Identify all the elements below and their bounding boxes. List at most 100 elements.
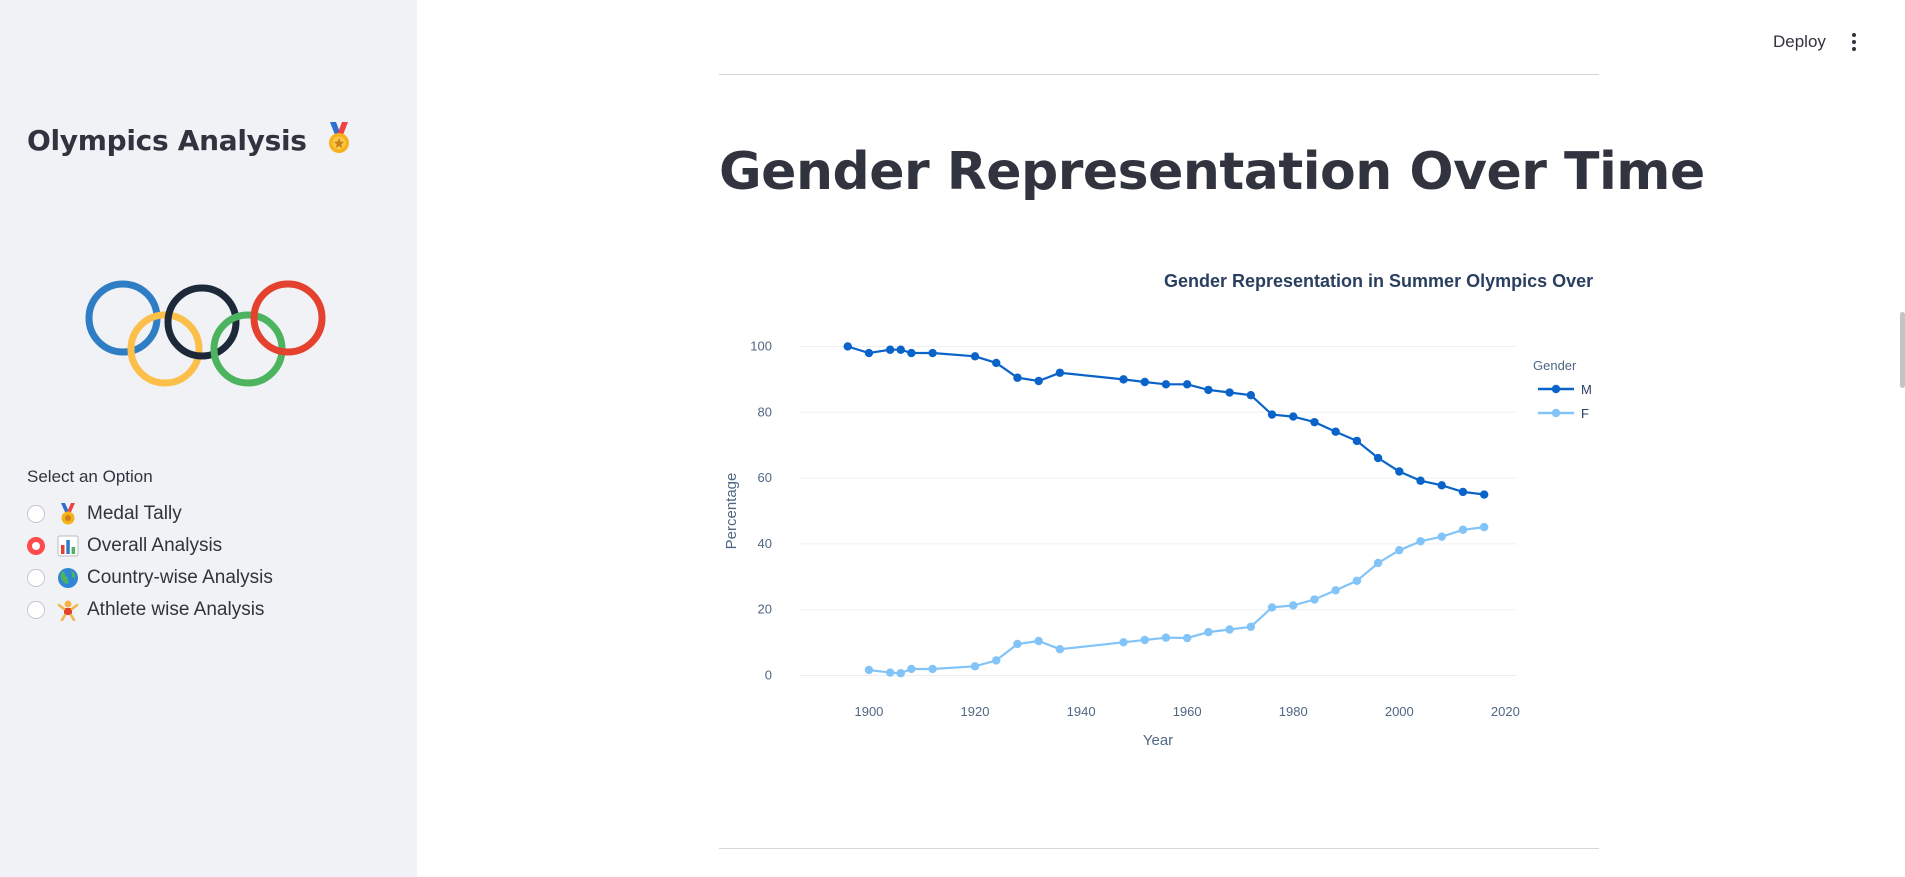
- data-point-M: [1267, 410, 1277, 419]
- scrollbar-thumb[interactable]: [1900, 312, 1905, 388]
- data-point-F: [1267, 603, 1277, 612]
- data-point-M: [1479, 490, 1489, 499]
- data-point-F: [1225, 625, 1234, 634]
- x-tick-label: 2000: [1385, 704, 1414, 719]
- x-tick-label: 2020: [1491, 704, 1520, 719]
- data-point-M: [1119, 375, 1128, 384]
- x-tick-label: 1980: [1279, 704, 1308, 719]
- data-point-F: [1140, 635, 1149, 645]
- data-point-F: [992, 656, 1001, 665]
- y-tick-label: 100: [750, 338, 772, 353]
- chart-svg: Gender Representation in Summer Olympics…: [723, 271, 1593, 749]
- data-point-F: [1161, 633, 1171, 642]
- y-tick-label: 20: [758, 602, 772, 617]
- data-point-F: [885, 668, 895, 677]
- data-point-M: [970, 352, 980, 361]
- divider-bottom: [719, 848, 1599, 849]
- data-point-F: [907, 664, 916, 674]
- y-tick-label: 0: [765, 668, 772, 683]
- data-point-M: [1395, 467, 1404, 476]
- medal-icon: [329, 122, 350, 153]
- x-tick-label: 1960: [1173, 704, 1202, 719]
- page-title: Gender Representation Over Time: [719, 142, 1705, 202]
- data-point-F: [970, 662, 980, 671]
- legend-marker-M: [1551, 384, 1561, 394]
- divider-top: [719, 74, 1599, 75]
- data-point-M: [928, 348, 937, 358]
- data-point-F: [1204, 627, 1213, 637]
- radio-option-medal-tally[interactable]: Medal Tally: [27, 498, 273, 530]
- data-point-F: [1416, 537, 1425, 546]
- data-point-F: [1395, 545, 1404, 555]
- data-point-F: [1352, 576, 1362, 585]
- data-point-F: [896, 669, 905, 678]
- data-point-M: [1182, 380, 1192, 389]
- medal-icon: [61, 503, 75, 525]
- data-point-F: [1013, 639, 1022, 649]
- series-line-F: [868, 526, 1485, 675]
- app-title: Olympics Analysis: [27, 122, 352, 157]
- data-point-M: [1373, 453, 1383, 463]
- data-point-M: [1055, 368, 1065, 377]
- data-point-F: [1246, 622, 1256, 632]
- data-point-F: [1437, 532, 1446, 541]
- ring-red: [250, 280, 326, 356]
- radio-option-athlete-wise-analysis[interactable]: Athlete wise Analysis: [27, 594, 273, 626]
- radio-circle-selected[interactable]: [27, 537, 45, 555]
- y-tick-label: 60: [758, 470, 772, 485]
- data-point-M: [1310, 417, 1319, 427]
- y-tick-label: 80: [758, 404, 772, 419]
- bar-chart-icon: [57, 535, 79, 557]
- data-point-F: [1119, 638, 1128, 647]
- radio-option-country-wise-analysis[interactable]: Country-wise Analysis: [27, 562, 273, 594]
- data-point-M: [1331, 427, 1340, 436]
- chart-title: Gender Representation in Summer Olympics…: [1164, 271, 1593, 291]
- data-point-M: [864, 348, 874, 358]
- data-point-M: [992, 358, 1001, 368]
- data-point-F: [1331, 586, 1340, 595]
- x-tick-label: 1920: [961, 704, 990, 719]
- data-point-F: [864, 665, 874, 675]
- ring-yellow: [127, 311, 203, 387]
- series-line-M: [847, 345, 1485, 496]
- deploy-button[interactable]: Deploy: [1773, 32, 1826, 51]
- radio-option-label: Overall Analysis: [87, 535, 223, 556]
- data-point-M: [843, 342, 852, 351]
- radio-option-label: Country-wise Analysis: [87, 567, 273, 588]
- radio-circle[interactable]: [27, 505, 45, 523]
- data-point-F: [1289, 601, 1298, 610]
- y-axis-title: Percentage: [723, 473, 740, 550]
- gender-line-chart[interactable]: Gender Representation in Summer Olympics…: [719, 262, 1599, 762]
- data-point-M: [1140, 377, 1149, 387]
- x-tick-label: 1900: [854, 704, 883, 719]
- data-point-F: [1310, 595, 1319, 604]
- x-tick-label: 1940: [1067, 704, 1096, 719]
- navigation-radio-group: Medal Tally Overall Analysis Country-wis…: [27, 498, 273, 626]
- data-point-F: [1458, 525, 1468, 534]
- data-point-M: [907, 348, 916, 358]
- data-point-M: [1458, 487, 1468, 497]
- radio-circle[interactable]: [27, 601, 45, 619]
- app-title-text: Olympics Analysis: [27, 124, 307, 157]
- data-point-M: [1225, 388, 1234, 397]
- athlete-icon: [57, 600, 79, 621]
- data-point-M: [1289, 412, 1298, 421]
- vertical-dots-icon[interactable]: [1852, 33, 1856, 54]
- radio-option-label: Medal Tally: [87, 503, 182, 524]
- legend-label-F: F: [1581, 406, 1589, 421]
- olympic-rings-logo: [85, 280, 326, 387]
- data-point-M: [885, 345, 895, 354]
- data-point-F: [1182, 633, 1192, 643]
- radio-circle[interactable]: [27, 569, 45, 587]
- data-point-M: [1416, 476, 1425, 485]
- radio-option-label: Athlete wise Analysis: [87, 599, 265, 620]
- sidebar: Olympics Analysis Select an Option Medal…: [0, 0, 417, 877]
- data-point-F: [1373, 558, 1383, 568]
- legend-label-M: M: [1581, 382, 1592, 397]
- data-point-F: [1034, 636, 1043, 646]
- data-point-F: [1479, 522, 1489, 532]
- data-point-M: [1013, 373, 1022, 382]
- globe-icon: [58, 568, 78, 588]
- data-point-M: [1204, 385, 1213, 395]
- radio-option-overall-analysis[interactable]: Overall Analysis: [27, 530, 273, 562]
